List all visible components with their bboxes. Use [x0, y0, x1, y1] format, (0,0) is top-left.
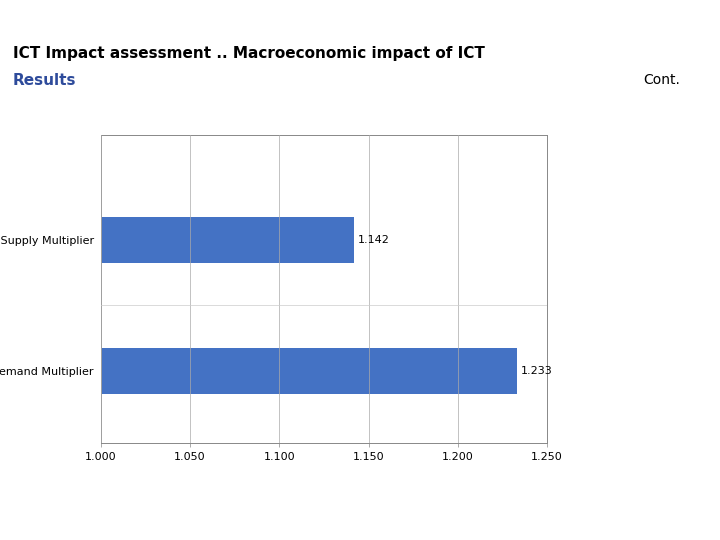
Text: ICT Impact assessment .. Macroeconomic impact of ICT: ICT Impact assessment .. Macroeconomic i…: [13, 46, 485, 61]
Text: 1.233: 1.233: [521, 366, 552, 376]
Text: Cont.: Cont.: [644, 73, 680, 87]
Bar: [101, 348, 517, 394]
Text: Results: Results: [13, 73, 76, 88]
Text: 1.142: 1.142: [358, 235, 390, 245]
Bar: [101, 217, 354, 262]
